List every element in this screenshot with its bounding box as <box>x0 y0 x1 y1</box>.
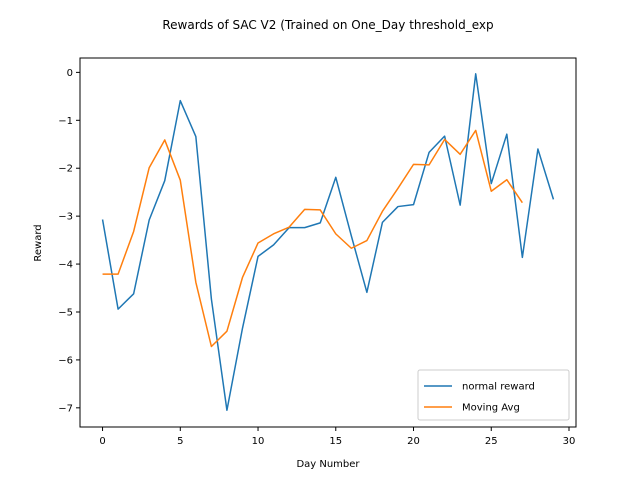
data-point <box>475 73 477 75</box>
x-axis: 0 5 10 15 20 25 30 <box>99 427 575 447</box>
data-point <box>117 308 119 310</box>
data-point <box>335 177 337 179</box>
data-point <box>195 136 197 138</box>
data-point <box>413 164 415 166</box>
y-tick-label: −2 <box>58 164 73 175</box>
axes-frame <box>79 57 577 428</box>
data-point <box>397 188 399 190</box>
x-tick-label: 15 <box>329 436 342 447</box>
y-tick-label: −3 <box>58 212 73 223</box>
data-point <box>382 211 384 213</box>
data-point <box>444 139 446 141</box>
legend-label: Moving Avg <box>462 403 520 414</box>
data-point <box>506 133 508 135</box>
data-point <box>522 202 524 204</box>
data-point <box>397 206 399 208</box>
data-point <box>366 292 368 294</box>
y-tick-label: −7 <box>58 403 73 414</box>
data-point <box>335 233 337 235</box>
data-point <box>475 130 477 132</box>
y-axis-label: Reward <box>33 224 44 261</box>
data-point <box>413 204 415 206</box>
data-point <box>211 346 213 348</box>
data-point <box>102 273 104 275</box>
data-point <box>257 242 259 244</box>
plot-area <box>101 73 555 411</box>
data-point <box>459 154 461 156</box>
data-point <box>133 293 135 295</box>
data-point <box>522 257 524 259</box>
data-point <box>319 209 321 211</box>
data-point <box>226 409 228 411</box>
data-point <box>257 256 259 258</box>
data-point <box>164 180 166 182</box>
legend-box <box>417 369 570 421</box>
data-point <box>133 231 135 233</box>
data-point <box>444 135 446 137</box>
data-point <box>351 247 353 249</box>
y-tick-label: −5 <box>58 307 73 318</box>
data-point <box>273 233 275 235</box>
data-point <box>490 183 492 185</box>
y-tick-label: 0 <box>67 68 73 79</box>
data-point <box>304 227 306 229</box>
data-point <box>304 209 306 211</box>
y-axis: 0 −1 −2 −3 −4 −5 −6 −7 <box>58 68 80 414</box>
series-line-0 <box>101 73 555 411</box>
data-point <box>428 152 430 154</box>
data-point <box>319 222 321 224</box>
x-tick-label: 30 <box>563 436 576 447</box>
data-point <box>553 199 555 201</box>
data-point <box>288 226 290 228</box>
legend-label: normal reward <box>462 382 535 393</box>
data-point <box>148 219 150 221</box>
data-point <box>164 139 166 141</box>
series-line-1 <box>102 129 523 348</box>
data-point <box>351 235 353 237</box>
data-point <box>273 244 275 246</box>
data-point <box>102 219 104 221</box>
data-point <box>242 327 244 329</box>
data-point <box>490 190 492 192</box>
legend: normal reward Moving Avg <box>417 369 570 421</box>
x-tick-label: 10 <box>252 436 265 447</box>
y-tick-label: −6 <box>58 355 73 366</box>
data-point <box>179 100 181 102</box>
chart-title: Rewards of SAC V2 (Trained on One_Day th… <box>162 18 493 32</box>
x-tick-label: 5 <box>177 436 183 447</box>
data-point <box>195 281 197 283</box>
x-axis-label: Day Number <box>296 459 360 470</box>
data-point <box>242 277 244 279</box>
y-tick-label: −1 <box>58 116 73 127</box>
data-point <box>459 204 461 206</box>
data-point <box>537 148 539 150</box>
y-tick-label: −4 <box>58 260 73 271</box>
x-tick-label: 20 <box>407 436 420 447</box>
data-point <box>179 179 181 181</box>
data-point <box>382 222 384 224</box>
data-point <box>211 298 213 300</box>
data-point <box>366 240 368 242</box>
data-point <box>506 179 508 181</box>
x-tick-label: 0 <box>99 436 105 447</box>
x-tick-label: 25 <box>485 436 498 447</box>
data-point <box>117 273 119 275</box>
data-point <box>148 167 150 169</box>
data-point <box>428 164 430 166</box>
data-point <box>226 330 228 332</box>
